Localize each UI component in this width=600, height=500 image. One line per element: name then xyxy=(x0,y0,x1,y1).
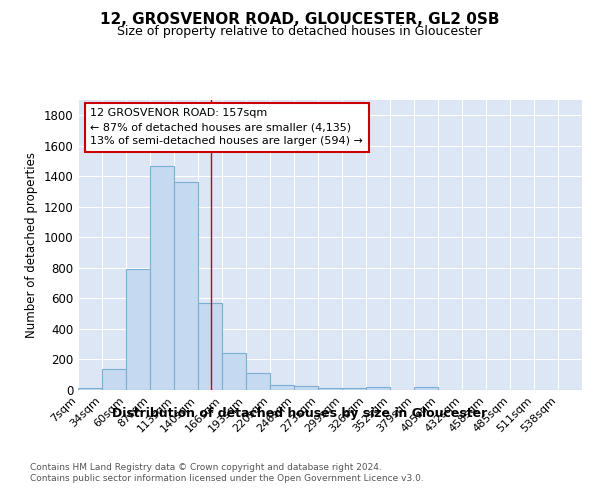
Bar xyxy=(318,388,342,390)
Bar xyxy=(198,303,222,390)
Bar xyxy=(174,182,198,390)
Bar xyxy=(366,388,390,390)
Text: 12 GROSVENOR ROAD: 157sqm
← 87% of detached houses are smaller (4,135)
13% of se: 12 GROSVENOR ROAD: 157sqm ← 87% of detac… xyxy=(91,108,364,146)
Text: 12, GROSVENOR ROAD, GLOUCESTER, GL2 0SB: 12, GROSVENOR ROAD, GLOUCESTER, GL2 0SB xyxy=(100,12,500,28)
Text: Contains HM Land Registry data © Crown copyright and database right 2024.: Contains HM Land Registry data © Crown c… xyxy=(30,462,382,471)
Bar xyxy=(126,270,150,390)
Bar xyxy=(294,386,318,390)
Bar xyxy=(78,388,102,390)
Bar xyxy=(222,352,246,390)
Bar xyxy=(342,388,366,390)
Text: Distribution of detached houses by size in Gloucester: Distribution of detached houses by size … xyxy=(112,408,488,420)
Text: Size of property relative to detached houses in Gloucester: Size of property relative to detached ho… xyxy=(118,25,482,38)
Y-axis label: Number of detached properties: Number of detached properties xyxy=(25,152,38,338)
Bar xyxy=(102,370,126,390)
Bar xyxy=(246,373,270,390)
Text: Contains public sector information licensed under the Open Government Licence v3: Contains public sector information licen… xyxy=(30,474,424,483)
Bar xyxy=(414,388,438,390)
Bar xyxy=(270,384,294,390)
Bar xyxy=(150,166,174,390)
